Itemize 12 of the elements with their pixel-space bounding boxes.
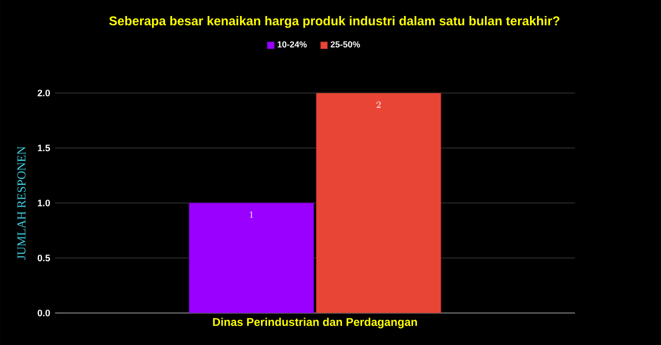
data-label: 1 [250,212,254,218]
data-label: 2 [376,102,381,108]
y-tick-label: 0.0 [38,310,50,316]
y-tick-label: 1.0 [38,200,50,206]
y-tick-label: 1.5 [38,144,50,152]
y-axis-title: JUMLAH RESPONEN [17,146,26,260]
legend-label: 10-24% [278,41,307,48]
chart-title: Seberapa besar kenaikan harga produk industri dalam satu bulan terakhir? [109,16,560,28]
y-tick-label: 0.5 [38,254,50,262]
x-tick-label: Dinas Perindustrian dan Perdagangan [213,318,417,328]
y-tick-label: 2.0 [38,90,50,96]
legend-label: 25-50% [330,41,360,48]
